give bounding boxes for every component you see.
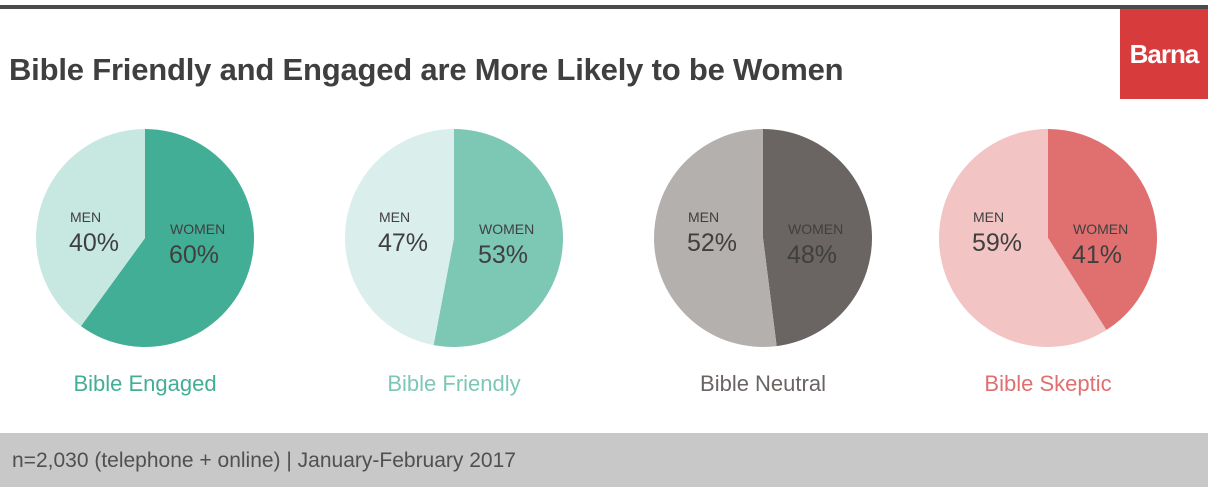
bible-skeptic-men-label: MEN	[973, 209, 1004, 225]
bible-friendly-title: Bible Friendly	[387, 371, 520, 396]
bible-skeptic-men-value: 59%	[972, 229, 1022, 257]
bible-neutral-women-slice	[763, 129, 872, 347]
bible-neutral-women-value: 48%	[787, 241, 837, 269]
bible-friendly-men-label: MEN	[379, 209, 410, 225]
bible-neutral-women-label: WOMEN	[788, 221, 843, 237]
bible-engaged-men-slice	[36, 129, 145, 327]
bible-engaged-women-value: 60%	[169, 241, 219, 269]
footer-bar: n=2,030 (telephone + online) | January-F…	[0, 433, 1208, 487]
bible-skeptic-men-slice	[939, 129, 1107, 347]
footer-note: n=2,030 (telephone + online) | January-F…	[12, 449, 516, 472]
bible-neutral-men-slice	[653, 129, 777, 347]
bible-engaged-women-label: WOMEN	[170, 221, 225, 237]
bible-engaged-women-slice	[80, 129, 255, 348]
bible-neutral-title: Bible Neutral	[700, 371, 826, 396]
page-title: Bible Friendly and Engaged are More Like…	[9, 52, 844, 87]
bible-engaged-men-label: MEN	[70, 209, 101, 225]
bible-neutral-men-value: 52%	[687, 229, 737, 257]
bible-engaged-title: Bible Engaged	[73, 371, 216, 396]
top-rule	[0, 5, 1208, 9]
barna-logo: Barna	[1120, 9, 1208, 99]
bible-skeptic-women-label: WOMEN	[1073, 221, 1128, 237]
bible-skeptic-women-value: 41%	[1072, 241, 1122, 269]
bible-engaged-men-value: 40%	[69, 229, 119, 257]
bible-friendly-men-value: 47%	[378, 229, 428, 257]
logo-text: Barna	[1129, 39, 1200, 69]
bible-skeptic-title: Bible Skeptic	[984, 371, 1111, 396]
bible-friendly-women-label: WOMEN	[479, 221, 534, 237]
bible-friendly-men-slice	[345, 129, 454, 346]
bible-friendly-women-value: 53%	[478, 241, 528, 269]
bible-neutral-men-label: MEN	[688, 209, 719, 225]
bible-friendly-women-slice	[433, 129, 564, 348]
bible-skeptic-women-slice	[1048, 128, 1158, 331]
